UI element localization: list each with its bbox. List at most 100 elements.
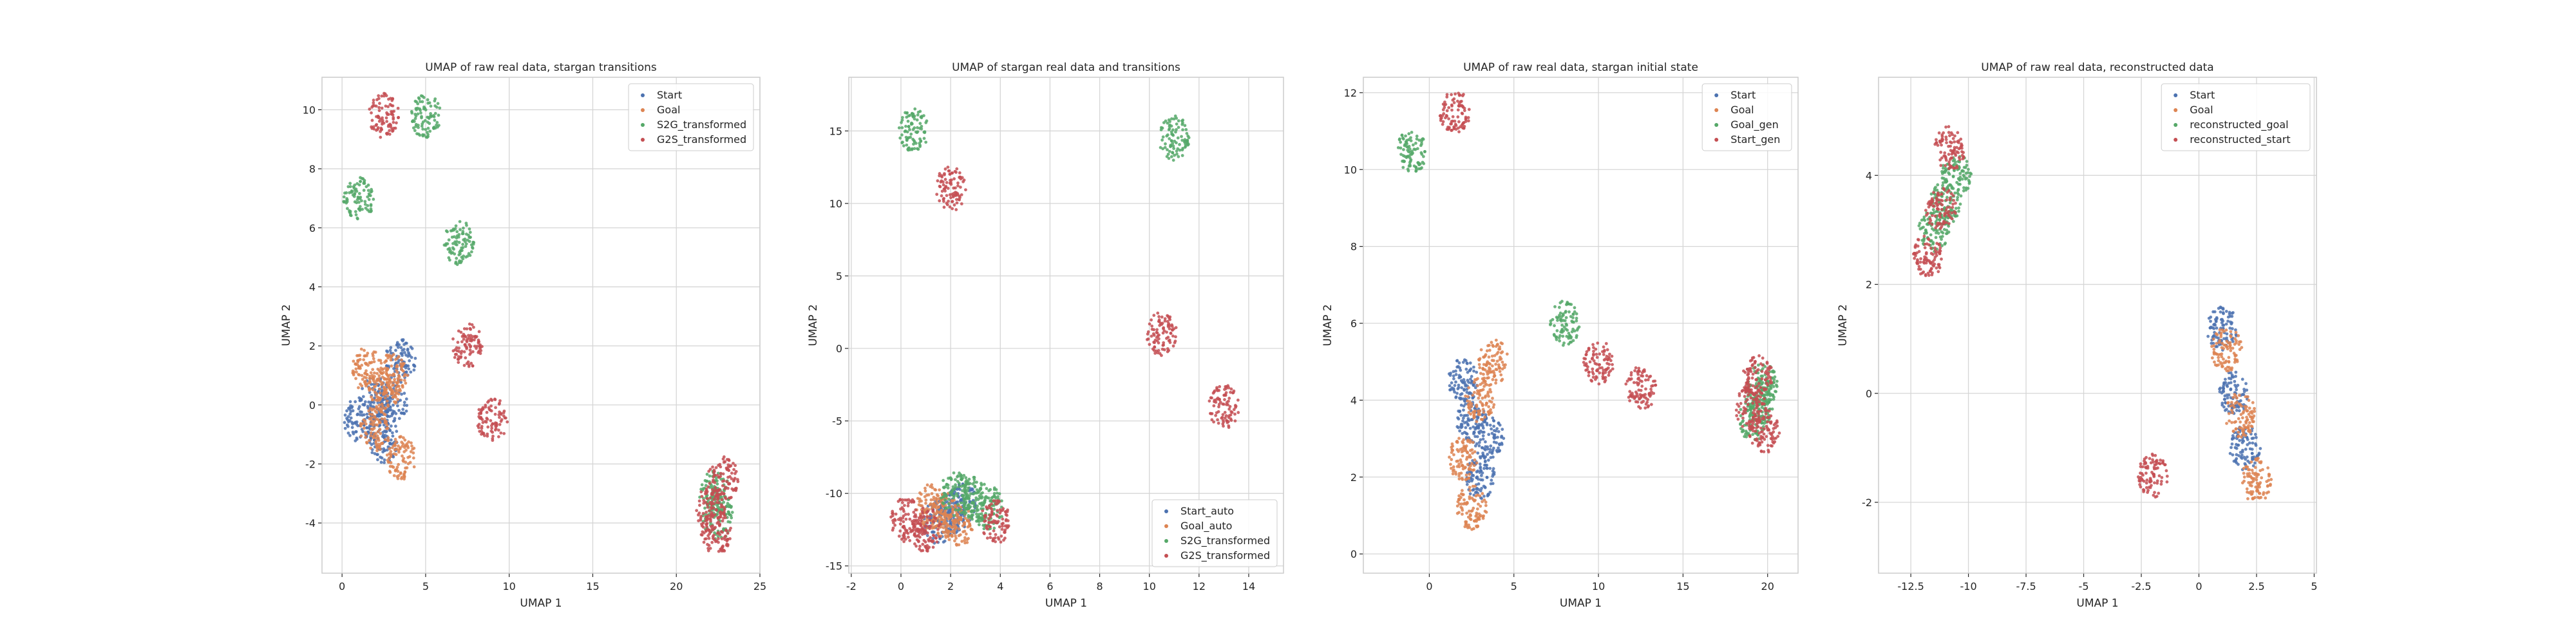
data-point <box>904 513 907 516</box>
data-point <box>701 530 705 534</box>
data-point <box>407 367 411 371</box>
data-point <box>949 181 952 185</box>
data-point <box>397 374 401 377</box>
data-point <box>376 128 379 131</box>
data-point <box>1406 167 1410 171</box>
data-point <box>1759 435 1763 438</box>
data-point <box>931 545 935 549</box>
data-point <box>475 346 478 350</box>
data-point <box>377 446 381 450</box>
data-point <box>386 436 390 440</box>
data-point <box>919 140 923 143</box>
data-point <box>953 504 957 508</box>
data-point <box>1185 131 1189 135</box>
data-point <box>997 537 1001 541</box>
data-point <box>1169 332 1173 335</box>
y-tick-label: 12 <box>1344 87 1357 99</box>
data-point <box>348 433 352 437</box>
data-point <box>1484 500 1488 504</box>
data-point <box>412 364 416 367</box>
data-point <box>370 189 374 193</box>
data-point <box>1162 348 1166 352</box>
data-point <box>399 346 403 350</box>
data-point <box>1216 418 1220 422</box>
data-point <box>1475 384 1479 388</box>
data-point <box>392 120 395 124</box>
data-point <box>1466 438 1470 442</box>
y-tick-label: 0 <box>1350 548 1357 560</box>
data-point <box>362 413 366 417</box>
data-point <box>395 381 399 385</box>
data-point <box>1461 464 1464 468</box>
data-point <box>348 182 352 185</box>
data-point <box>732 478 736 482</box>
data-point <box>367 409 371 413</box>
data-point <box>1005 510 1009 513</box>
data-point <box>954 485 958 489</box>
data-point <box>455 240 459 243</box>
data-point <box>950 171 954 175</box>
data-point <box>397 408 401 412</box>
data-point <box>405 404 409 407</box>
data-point <box>380 94 384 98</box>
data-point <box>1164 142 1167 146</box>
data-point <box>730 495 733 499</box>
data-point <box>346 415 350 419</box>
data-point <box>1563 319 1567 323</box>
data-point <box>388 452 392 456</box>
data-point <box>950 530 954 534</box>
data-point <box>918 535 922 539</box>
data-point <box>480 345 484 348</box>
data-point <box>372 426 376 430</box>
data-point <box>1223 398 1226 401</box>
data-point <box>951 526 954 529</box>
data-point <box>1458 429 1462 433</box>
data-point <box>478 345 482 348</box>
data-point <box>491 434 495 438</box>
data-point <box>411 447 414 451</box>
data-point <box>1766 420 1769 424</box>
data-point <box>468 336 471 339</box>
data-point <box>911 522 914 526</box>
data-point <box>386 131 390 135</box>
data-point <box>1181 118 1185 122</box>
data-point <box>1553 305 1557 308</box>
data-point <box>392 466 395 469</box>
data-point <box>385 423 389 427</box>
data-point <box>1410 149 1414 153</box>
data-point <box>1772 423 1776 427</box>
data-point <box>455 256 459 260</box>
data-point <box>1452 370 1455 374</box>
data-point <box>1757 415 1761 419</box>
data-point <box>1464 384 1468 388</box>
data-point <box>1468 449 1472 452</box>
data-point <box>913 117 916 121</box>
data-point <box>1763 378 1767 382</box>
data-point <box>1233 419 1237 423</box>
data-point <box>412 120 416 123</box>
data-point <box>1468 426 1472 430</box>
data-point <box>1486 493 1490 496</box>
data-point <box>365 432 368 436</box>
data-point <box>1459 379 1463 383</box>
data-point <box>497 435 500 439</box>
y-tick-label: 15 <box>829 125 842 137</box>
data-point <box>465 339 469 343</box>
data-point <box>455 230 459 234</box>
data-point <box>1762 450 1766 453</box>
data-point <box>1401 137 1405 141</box>
data-point <box>366 415 369 419</box>
data-point <box>1184 128 1188 131</box>
data-point <box>943 173 946 176</box>
data-point <box>983 520 987 524</box>
data-point <box>1770 433 1773 437</box>
data-point <box>1472 365 1475 369</box>
data-point <box>1450 381 1454 384</box>
data-point <box>453 252 457 256</box>
data-point <box>366 184 370 187</box>
data-point <box>1477 390 1481 393</box>
data-point <box>1750 376 1754 380</box>
data-point <box>363 419 367 423</box>
data-point <box>1210 396 1213 400</box>
